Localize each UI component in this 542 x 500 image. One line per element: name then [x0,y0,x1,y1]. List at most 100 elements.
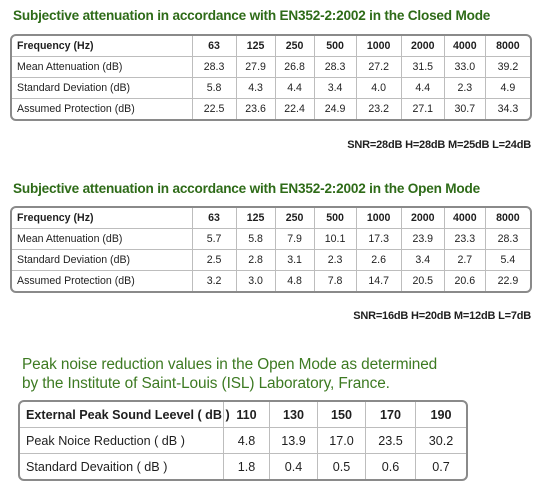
table-cell: 0.7 [432,459,450,474]
table-cell: 1000 [356,208,402,229]
table-row: Assumed Protection (dB) 3.2 3.0 4.8 7.8 14.7 2… [12,271,530,291]
table-cell: 7.9 [275,229,315,250]
table-row: Mean Attenuation (dB) 28.3 27.9 26.8 28.3 27.… [12,57,530,78]
table-row: Peak Noice Reduction ( dB ) 4.8 13.9 17.0 23… [20,428,466,454]
table-cell: 4000 [444,208,486,229]
table-header-row: External Peak Sound Leevel ( dB ) 110 130 1… [20,402,466,428]
table-cell: 22.5 [193,99,237,119]
table-cell: 28.3 [485,229,530,250]
table-cell: 125 [236,208,276,229]
table-cell: 250 [275,208,315,229]
table-cell: 0.5 [318,454,366,479]
table-cell: 3.0 [237,271,276,291]
table-row: Standard Deviation (dB) 2.5 2.8 3.1 2.3 2.6 3.… [12,250,530,271]
table-row: Standard Deviation (dB) 5.8 4.3 4.4 3.4 4.0 4.… [12,78,530,99]
row-label: External Peak Sound Leevel ( dB ) [20,402,230,428]
open-mode-table-wrap: Frequency (Hz) 63 125 250 500 1000 2000 4000 800… [10,206,532,293]
table-cell: 22.4 [276,99,315,119]
table-cell: 33.0 [444,57,486,78]
table-cell: 28.3 [192,57,237,78]
open-mode-snr: SNR=16dB H=20dB M=12dB L=7dB [353,310,531,322]
table-cell: 23.2 [357,99,402,119]
table-cell: 3.2 [193,271,237,291]
table-cell: 27.1 [402,99,445,119]
table-cell: 5.4 [485,250,530,271]
table-cell: 500 [314,208,357,229]
row-label: Assumed Protection (dB) [12,99,193,119]
table-cell: 30.7 [445,99,486,119]
peak-noise-title-line1: Peak noise reduction values in the Open … [22,356,438,373]
table-cell: 110 [224,402,270,428]
table-cell: 24.9 [315,99,357,119]
table-cell: 27.2 [356,57,402,78]
peak-noise-title: Peak noise reduction values in the Open … [22,355,437,393]
row-label: Frequency (Hz) [12,208,193,229]
closed-mode-table-wrap: Frequency (Hz) 63 125 250 500 1000 2000 4000 800… [10,34,532,121]
table-cell: 2000 [401,208,445,229]
open-mode-section: Subjective attenuation in accordance wit… [13,181,480,196]
table-cell: 150 [318,402,366,428]
peak-noise-table: External Peak Sound Leevel ( dB ) 110 130 1… [18,400,468,481]
row-label: Mean Attenuation (dB) [12,229,193,250]
table-cell: 63 [192,36,237,57]
row-label: Frequency (Hz) [12,36,193,57]
table-cell: 5.8 [236,229,276,250]
table-cell: 5.7 [192,229,237,250]
table-cell: 14.7 [357,271,402,291]
row-label: Standard Deviation (dB) [12,250,193,271]
table-cell: 23.3 [444,229,486,250]
table-cell: 190 [416,402,466,428]
table-cell: 170 [366,402,416,428]
row-label: Mean Attenuation (dB) [12,57,193,78]
closed-mode-table: Frequency (Hz) 63 125 250 500 1000 2000 4000 800… [10,34,532,121]
row-label: Standard Devaition ( dB ) [20,454,224,479]
row-label: Peak Noice Reduction ( dB ) [20,428,224,454]
table-cell: 4.9 [485,78,530,99]
table-cell: 26.8 [275,57,315,78]
table-cell: 2000 [401,36,445,57]
table-cell: 1000 [356,36,402,57]
table-cell: 23.9 [401,229,445,250]
table-header-row: Frequency (Hz) 63 125 250 500 1000 2000 4000 800… [12,208,530,229]
table-cell: 3.1 [275,250,315,271]
table-cell: 13.9 [270,428,318,454]
table-cell: 20.5 [402,271,445,291]
peak-noise-title-line2: by the Institute of Saint-Louis (ISL) La… [22,375,390,392]
table-cell: 4.4 [275,78,315,99]
table-cell: 4.4 [401,78,445,99]
table-cell: 3.4 [401,250,445,271]
table-cell: 2.5 [192,250,237,271]
table-cell: 23.5 [366,428,416,454]
row-label: Assumed Protection (dB) [12,271,193,291]
table-cell: 130 [270,402,318,428]
table-cell: 63 [192,208,237,229]
table-cell: 4000 [444,36,486,57]
peak-noise-table-wrap: External Peak Sound Leevel ( dB ) 110 130 1… [18,400,468,481]
table-cell: 8000 [485,36,530,57]
open-mode-title: Subjective attenuation in accordance wit… [13,181,480,196]
table-cell: 125 [236,36,276,57]
table-cell: 7.8 [315,271,357,291]
table-cell: 2.6 [356,250,402,271]
table-cell: 17.0 [318,428,366,454]
table-header-row: Frequency (Hz) 63 125 250 500 1000 2000 4000 800… [12,36,530,57]
table-cell: 0.6 [366,454,416,479]
table-cell: 34.3 [497,103,519,115]
table-row: Assumed Protection (dB) 22.5 23.6 22.4 24.9 2… [12,99,530,119]
table-cell: 28.3 [314,57,357,78]
table-cell: 4.8 [224,428,270,454]
closed-mode-snr: SNR=28dB H=28dB M=25dB L=24dB [347,139,531,151]
table-cell: 2.3 [314,250,357,271]
table-cell: 4.8 [276,271,315,291]
table-cell: 30.2 [416,428,466,454]
open-mode-table: Frequency (Hz) 63 125 250 500 1000 2000 4000 800… [10,206,532,293]
table-cell: 17.3 [356,229,402,250]
table-row: Mean Attenuation (dB) 5.7 5.8 7.9 10.1 17.3 23… [12,229,530,250]
table-cell: 2.8 [236,250,276,271]
closed-mode-section: Subjective attenuation in accordance wit… [13,8,490,23]
table-cell: 2.7 [444,250,486,271]
table-cell: 250 [275,36,315,57]
table-cell: 3.4 [314,78,357,99]
table-cell: 20.6 [445,271,486,291]
table-cell: 23.6 [237,99,276,119]
